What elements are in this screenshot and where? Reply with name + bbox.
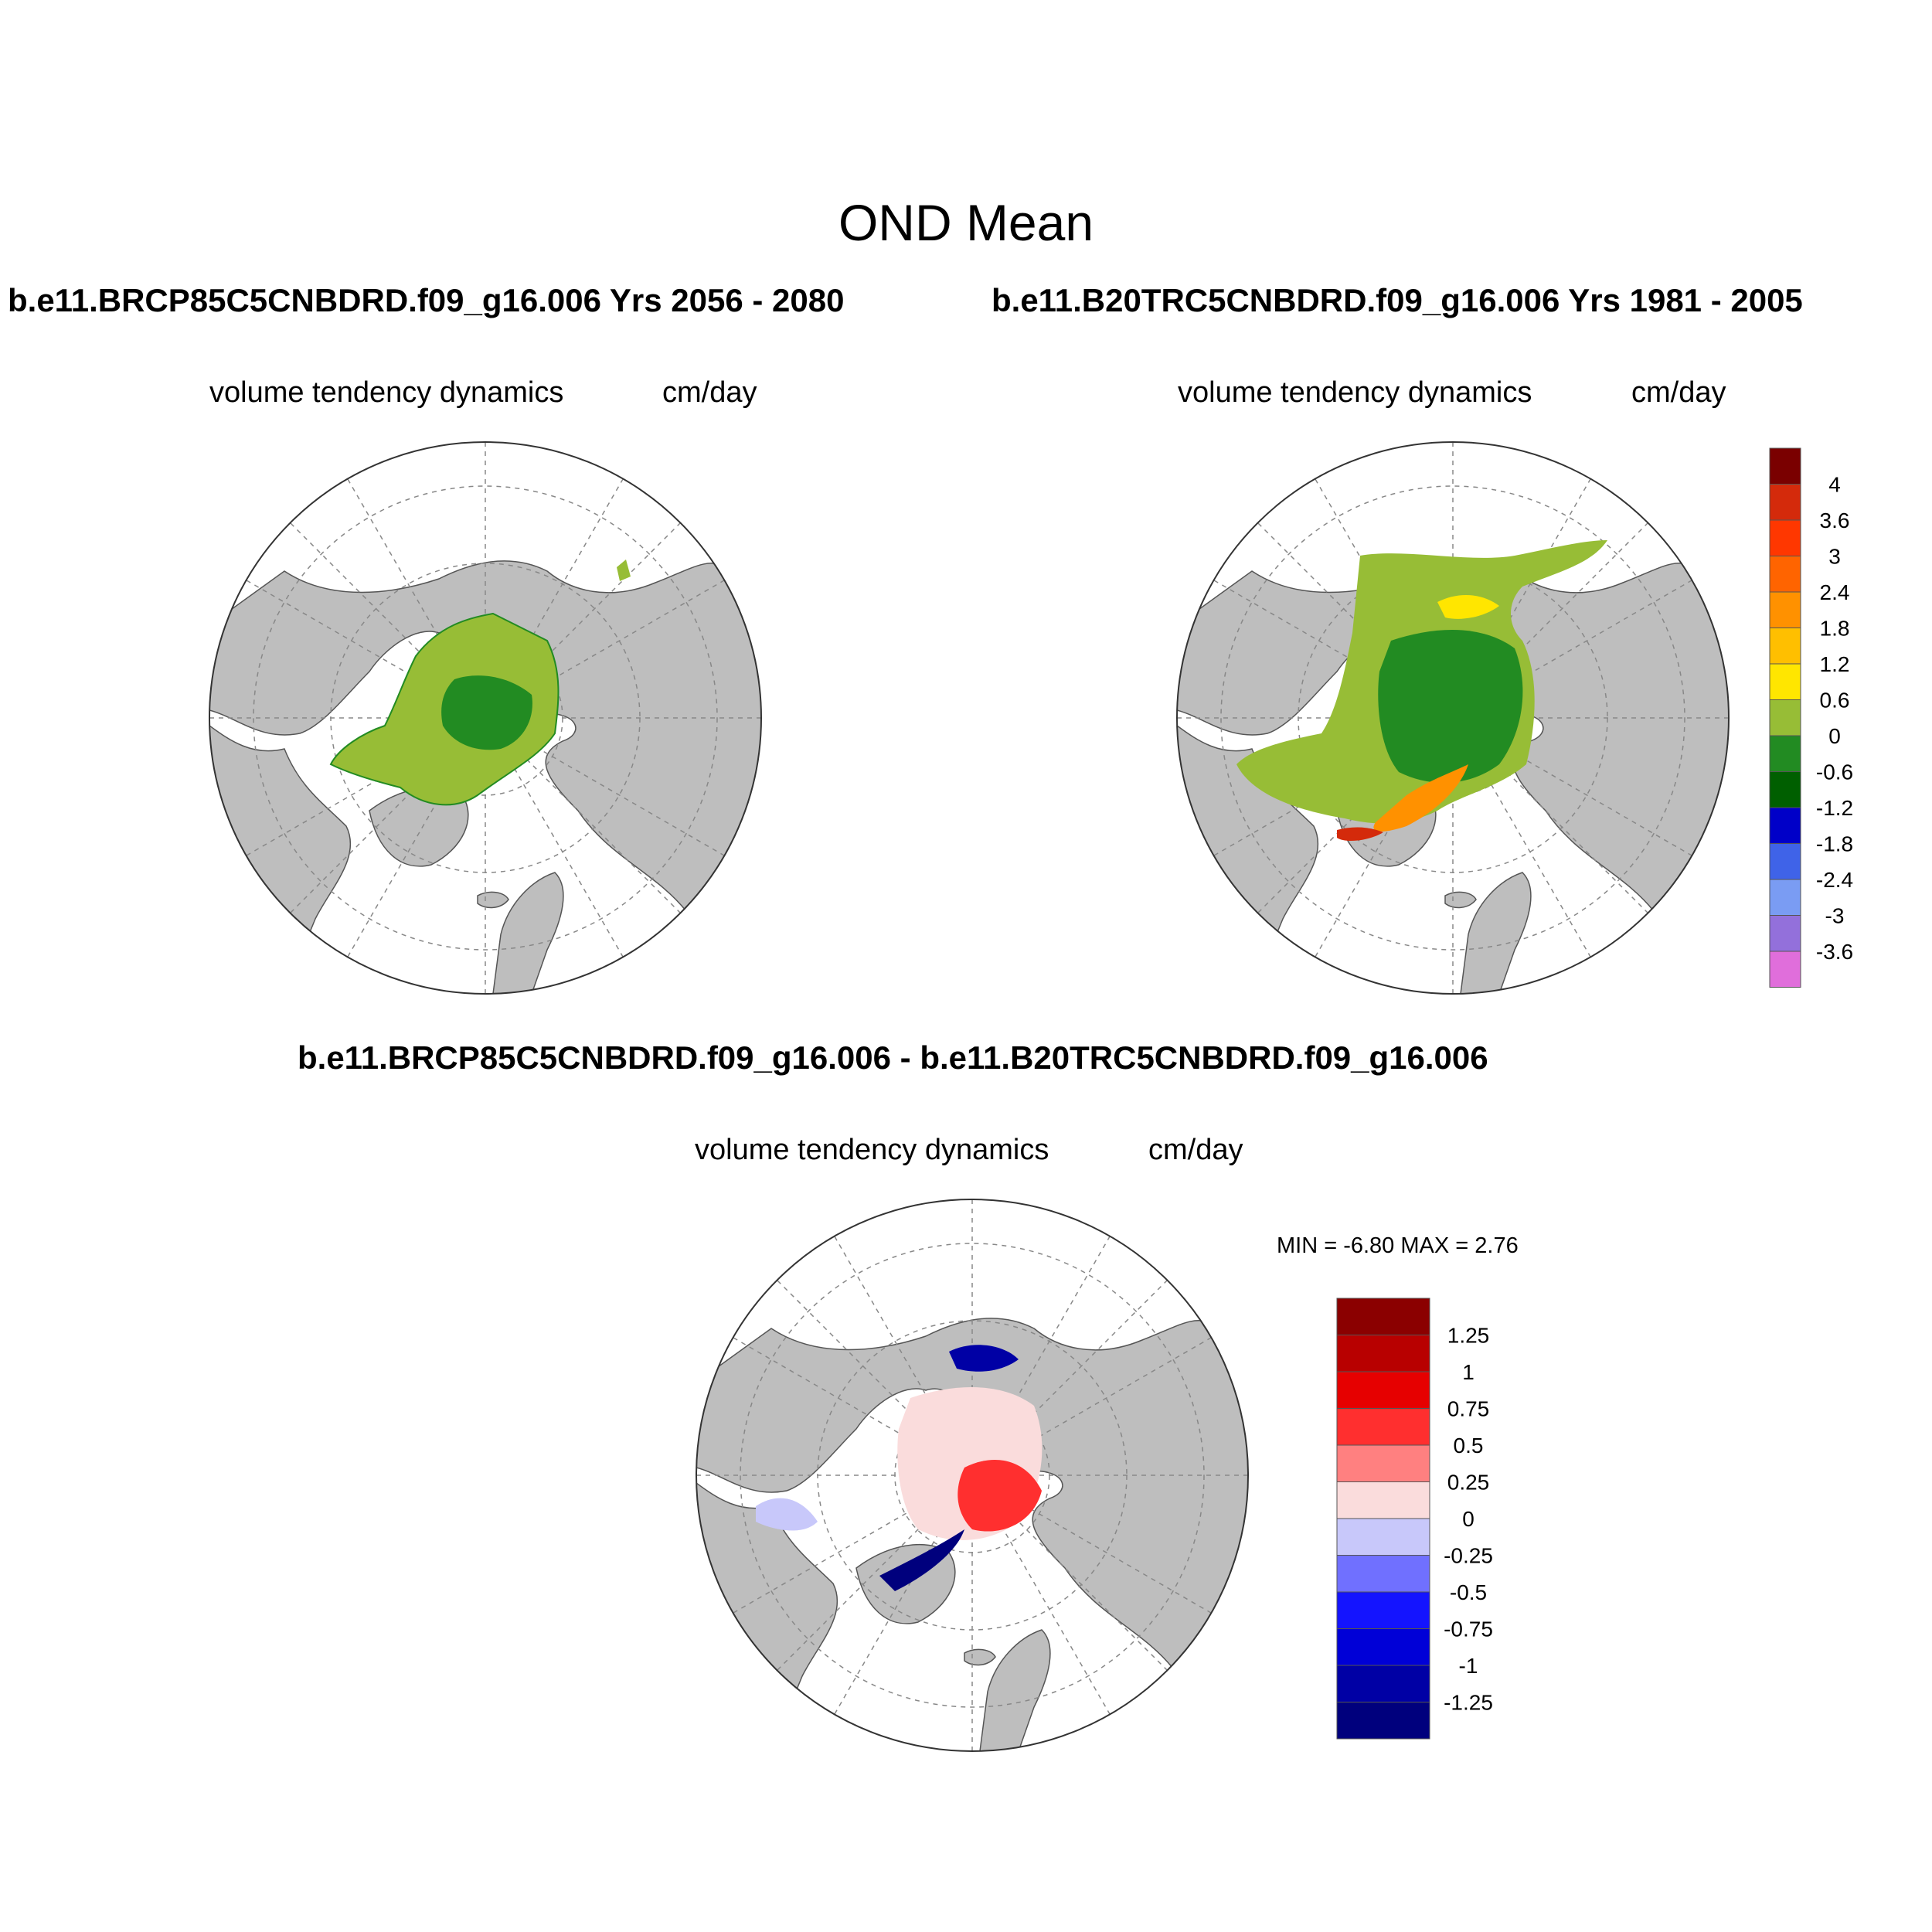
panel2-ice-field-dark: [1378, 630, 1523, 783]
legend-tick-label: 3.6: [1820, 509, 1850, 532]
legend-tick-label: -0.75: [1444, 1617, 1493, 1641]
legend-tick-label: 0: [1828, 724, 1841, 748]
legend-tick-label: -0.6: [1816, 760, 1853, 784]
panel3-diff-field-blue: [949, 1345, 1019, 1372]
legend-swatch: [1336, 1591, 1430, 1629]
legend-swatch: [1769, 735, 1801, 772]
panel2-ice-ridge-yellow: [1437, 594, 1499, 619]
legend-swatch: [1336, 1665, 1430, 1702]
panel1-units-label: cm/day: [662, 376, 757, 409]
legend-tick-label: 0.25: [1447, 1471, 1490, 1495]
legend-swatch: [1769, 663, 1801, 700]
legend-swatch: [1336, 1371, 1430, 1409]
legend-swatch: [1336, 1628, 1430, 1666]
legend-swatch: [1769, 951, 1801, 988]
panel3-diff-field-lavender: [756, 1498, 818, 1531]
panel3-units-label: cm/day: [1148, 1134, 1243, 1166]
main-title: OND Mean: [838, 194, 1094, 251]
legend-tick-label: -1: [1459, 1654, 1478, 1678]
panel2-variable-label: volume tendency dynamics: [1178, 376, 1532, 409]
legend-swatch: [1769, 484, 1801, 521]
legend-swatch: [1769, 915, 1801, 952]
panel1-variable-label: volume tendency dynamics: [209, 376, 564, 409]
legend-swatch: [1336, 1298, 1430, 1335]
panel2-case-title: b.e11.B20TRC5CNBDRD.f09_g16.006 Yrs 1981…: [992, 282, 1803, 318]
legend-swatch: [1769, 591, 1801, 628]
legend-tick-label: -1.8: [1816, 832, 1853, 856]
legend-tick-label: 0.5: [1454, 1434, 1484, 1458]
legend-swatch: [1336, 1481, 1430, 1519]
legend-diff: 1.25 1 0.75 0.5 0.25 0 -0.25 -0.5 -0.75 -1 -1.25: [1336, 1298, 1493, 1740]
legend-tick-label: -1.25: [1444, 1691, 1493, 1715]
legend-swatch: [1769, 879, 1801, 916]
legend-tick-label: 1.8: [1820, 617, 1850, 641]
panel1-map: [209, 441, 762, 995]
legend-top: 4 3.6 3 2.4 1.8 1.2 0.6 0 -0.6 -1.2 -1.8 -2.4 -3 -3.6: [1769, 447, 1853, 988]
legend-tick-label: 0: [1462, 1507, 1475, 1531]
panel2-ice-band-orange: [1373, 764, 1468, 832]
panel3-diff-band-navy: [879, 1529, 964, 1591]
legend-tick-label: -3: [1825, 904, 1845, 928]
panel3-variable-label: volume tendency dynamics: [695, 1134, 1049, 1166]
legend-swatch: [1769, 699, 1801, 736]
legend-swatch: [1769, 519, 1801, 556]
legend-tick-label: 0.75: [1447, 1397, 1490, 1421]
legend-tick-label: -0.25: [1444, 1544, 1493, 1568]
legend-tick-label: 4: [1828, 473, 1841, 497]
panel2-units-label: cm/day: [1631, 376, 1726, 409]
legend-swatch: [1769, 556, 1801, 593]
panel3-map: [696, 1199, 1249, 1752]
panel3-case-title: b.e11.BRCP85C5CNBDRD.f09_g16.006 - b.e11…: [298, 1039, 1488, 1076]
legend-tick-label: 2.4: [1820, 580, 1850, 604]
legend-tick-label: 1.25: [1447, 1324, 1490, 1348]
minmax-label: MIN = -6.80 MAX = 2.76: [1277, 1233, 1519, 1258]
legend-tick-label: 0.6: [1820, 689, 1850, 713]
legend-swatch: [1769, 628, 1801, 665]
panel1-ice-field-dark: [441, 675, 532, 750]
legend-swatch: [1769, 447, 1801, 485]
legend-tick-label: -0.5: [1450, 1580, 1487, 1604]
legend-swatch: [1769, 807, 1801, 844]
legend-swatch: [1336, 1408, 1430, 1446]
panel2-ice-band-red: [1337, 827, 1383, 842]
legend-swatch: [1336, 1444, 1430, 1482]
panel3-diff-field-red: [957, 1460, 1042, 1532]
legend-swatch: [1336, 1555, 1430, 1593]
panel1-case-title: b.e11.BRCP85C5CNBDRD.f09_g16.006 Yrs 205…: [8, 282, 845, 318]
legend-tick-label: 1.2: [1820, 652, 1850, 676]
legend-tick-label: -2.4: [1816, 868, 1853, 892]
panel1-ice-pocket-bering: [617, 560, 631, 581]
legend-swatch: [1336, 1335, 1430, 1372]
legend-tick-label: -3.6: [1816, 940, 1853, 964]
legend-swatch: [1769, 843, 1801, 880]
legend-swatch: [1336, 1518, 1430, 1556]
panel2-map: [1176, 441, 1730, 995]
legend-tick-label: 1: [1462, 1360, 1475, 1384]
legend-swatch: [1336, 1702, 1430, 1740]
legend-swatch: [1769, 771, 1801, 808]
legend-tick-label: -1.2: [1816, 796, 1853, 820]
legend-tick-label: 3: [1828, 545, 1841, 569]
